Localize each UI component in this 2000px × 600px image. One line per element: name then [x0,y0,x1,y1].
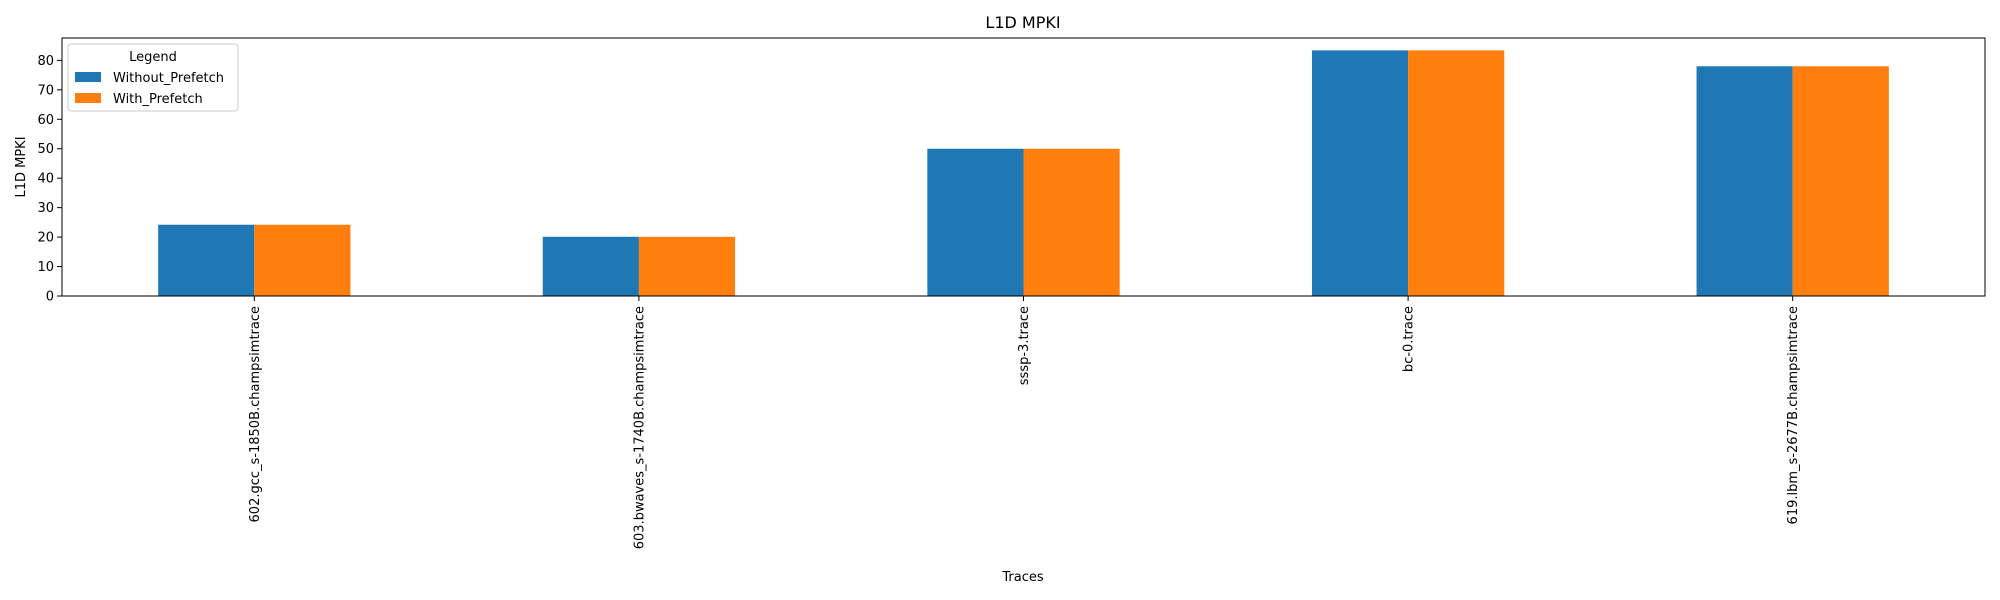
x-tick-label: sssp-3.trace [1017,306,1032,385]
y-tick-label: 50 [37,142,54,157]
y-tick-label: 10 [37,260,54,275]
legend-label-with-prefetch: With_Prefetch [113,92,203,107]
x-axis-label: Traces [1001,570,1043,585]
chart-title: L1D MPKI [985,13,1060,32]
y-tick-label: 30 [37,201,54,216]
y-tick-label: 20 [37,231,54,246]
bar-with-prefetch-1 [638,236,736,296]
legend-label-without-prefetch: Without_Prefetch [113,71,224,86]
x-tick-label: 603.bwaves_s-1740B.champsimtrace [632,306,647,549]
bar-without-prefetch-0 [158,224,255,296]
bar-without-prefetch-4 [1696,66,1793,296]
bar-with-prefetch-0 [254,224,351,296]
bar-without-prefetch-2 [927,148,1024,296]
x-axis: 602.gcc_s-1850B.champsimtrace 603.bwaves_… [248,296,1801,549]
y-tick-label: 40 [37,172,54,187]
y-axis-label: L1D MPKI [14,136,29,197]
x-tick-label: 619.lbm_s-2677B.champsimtrace [1786,306,1801,524]
y-tick-label: 80 [37,54,54,69]
x-tick-label: bc-0.trace [1402,306,1417,372]
bars-group [158,50,1889,297]
legend-swatch-without-prefetch [75,72,101,82]
y-tick-label: 60 [37,113,54,128]
x-tick-label: 602.gcc_s-1850B.champsimtrace [248,306,263,522]
legend: Legend Without_Prefetch With_Prefetch [67,43,239,112]
bar-with-prefetch-3 [1408,50,1505,297]
legend-box [67,43,239,112]
legend-swatch-with-prefetch [75,93,101,103]
y-tick-label: 70 [37,83,54,98]
legend-title: Legend [129,50,177,65]
y-axis: 0 10 20 30 40 50 60 70 80 [37,54,62,305]
bar-with-prefetch-2 [1023,148,1120,296]
bar-without-prefetch-1 [542,236,639,296]
bar-without-prefetch-3 [1311,50,1409,297]
y-tick-label: 0 [46,290,54,305]
bar-with-prefetch-4 [1792,66,1889,296]
